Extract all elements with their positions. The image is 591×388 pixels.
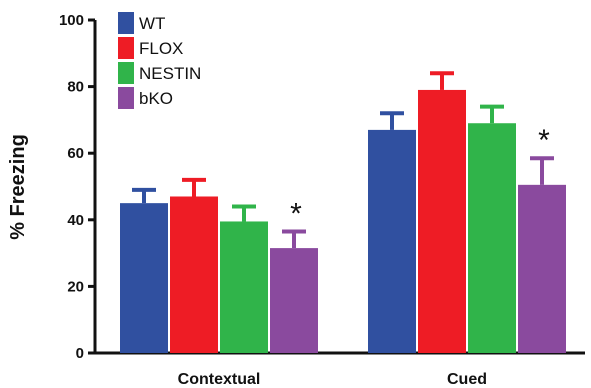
legend-swatch-bko	[118, 87, 134, 109]
legend-label-nestin: NESTIN	[139, 64, 201, 83]
significance-star-contextual: *	[290, 197, 302, 230]
legend-swatch-flox	[118, 37, 134, 59]
y-tick-label-80: 80	[67, 79, 84, 96]
legend-swatch-nestin	[118, 62, 134, 84]
y-tick-label-20: 20	[67, 278, 84, 295]
y-tick-label-40: 40	[67, 212, 84, 229]
bar-contextual-wt	[120, 203, 168, 353]
legend-label-bko: bKO	[139, 89, 173, 108]
y-tick-label-100: 100	[59, 12, 84, 29]
significance-star-cued: *	[538, 124, 550, 157]
legend: WT FLOX NESTIN bKO	[118, 12, 201, 109]
bar-contextual-bko	[270, 248, 318, 353]
legend-label-wt: WT	[139, 14, 165, 33]
bars: **	[120, 71, 566, 354]
bar-cued-flox	[418, 89, 466, 354]
x-category-label-contextual: Contextual	[178, 371, 261, 388]
y-tick-label-0: 0	[76, 345, 84, 362]
bar-contextual-flox	[170, 196, 218, 353]
bar-cued-nestin	[468, 123, 516, 353]
bar-cued-wt	[368, 129, 416, 353]
bar-cued-bko	[518, 184, 566, 353]
x-category-label-cued: Cued	[447, 371, 487, 388]
legend-label-flox: FLOX	[139, 39, 183, 58]
y-tick-label-60: 60	[67, 145, 84, 162]
legend-swatch-wt	[118, 12, 134, 34]
bar-contextual-nestin	[220, 221, 268, 353]
y-axis-label: % Freezing	[7, 134, 29, 240]
